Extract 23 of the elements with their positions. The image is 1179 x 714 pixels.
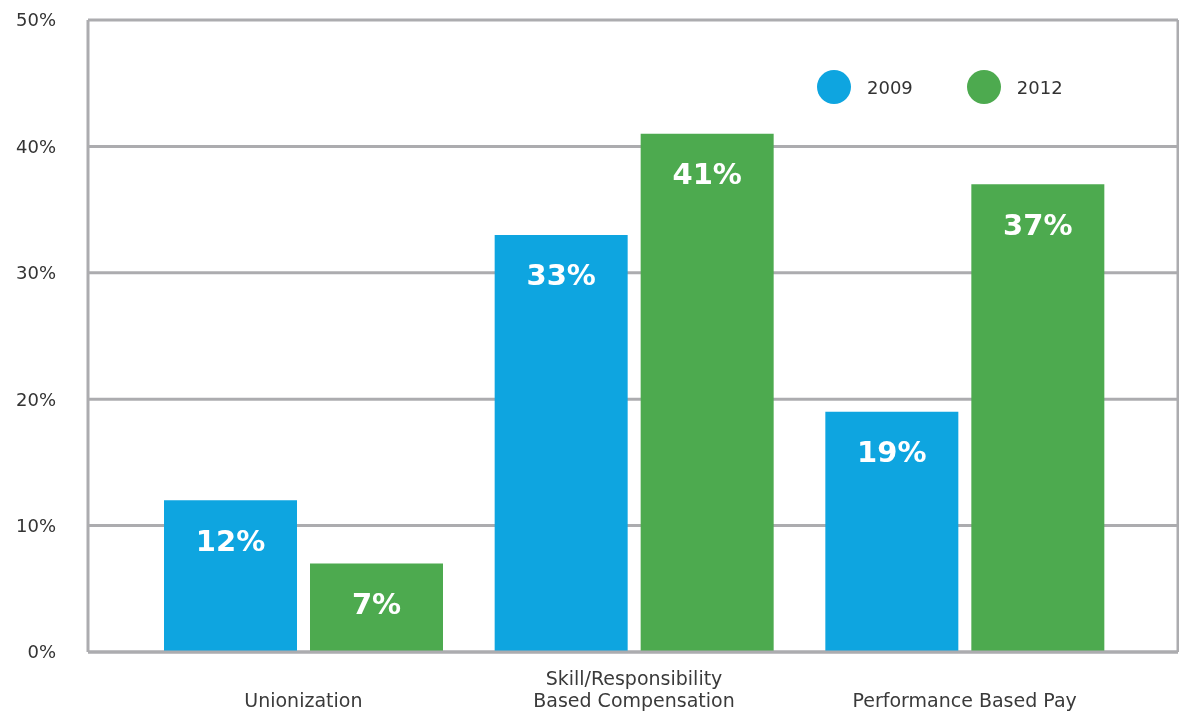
y-tick-label: 10% (15, 514, 56, 536)
data-label: 41% (672, 157, 742, 192)
legend-label: 2009 (867, 76, 913, 98)
data-label: 33% (526, 258, 596, 293)
x-tick-label: Performance Based Pay (852, 689, 1077, 711)
y-tick-label: 40% (15, 135, 56, 157)
bar (494, 234, 628, 652)
y-tick-label: 30% (15, 262, 56, 284)
data-label: 12% (195, 523, 266, 558)
y-tick-label: 20% (15, 388, 56, 410)
y-tick-label: 0% (27, 641, 56, 663)
bar (310, 563, 443, 652)
x-tick-label: Skill/Responsibility Based Compensation (533, 667, 735, 711)
x-tick-label: Unionization (244, 689, 363, 711)
data-label: 19% (857, 435, 927, 470)
legend-label: 2012 (1016, 76, 1063, 98)
bar (640, 133, 774, 652)
y-tick-label: 50% (15, 9, 56, 31)
bar (164, 500, 297, 652)
data-label: 37% (1003, 207, 1073, 242)
bar (971, 184, 1105, 652)
bar (825, 411, 959, 652)
data-label: 7% (351, 587, 402, 622)
